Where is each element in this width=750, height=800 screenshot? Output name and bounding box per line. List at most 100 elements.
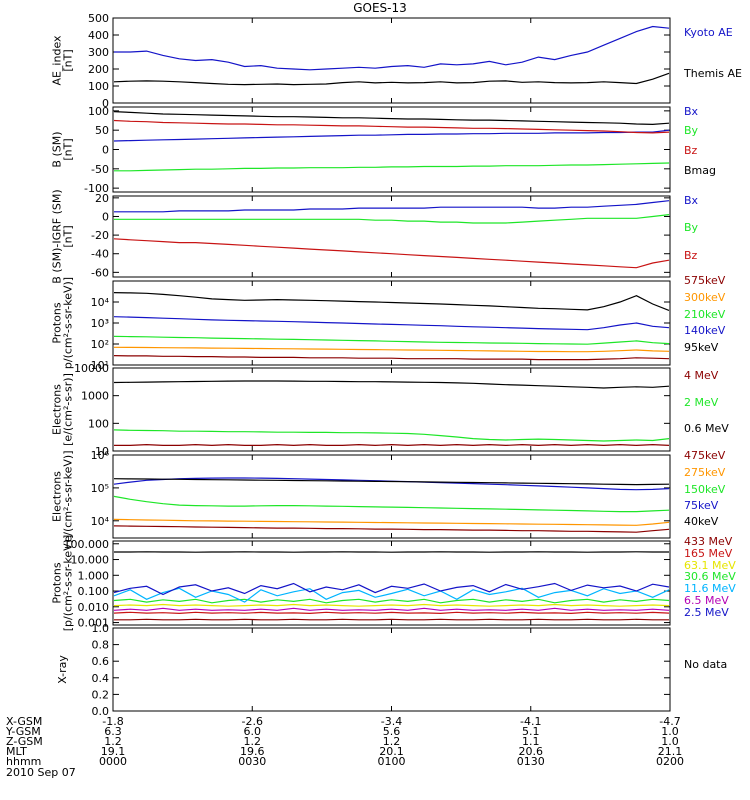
series-line-575kev <box>113 355 670 361</box>
legend-entry: 40keV <box>684 515 719 528</box>
panel-1: 0 100 200 300 400 500 AE_index[nT] Kyoto AE Them… <box>51 12 742 110</box>
legend-entry: 63.1 MeV <box>684 559 736 572</box>
legend-entry: 210keV <box>684 308 726 321</box>
series-line-bz <box>113 119 670 134</box>
date-label: 2010 Sep 07 <box>6 766 76 779</box>
y-axis-label: B (SM) <box>51 131 64 167</box>
legend-entry: 140keV <box>684 324 726 337</box>
series-line-165-mev <box>113 611 670 615</box>
y-tick-label: 0 <box>102 97 109 110</box>
legend-entry: By <box>684 221 699 234</box>
x-axis-value: 1.1 <box>522 735 540 748</box>
legend-entry: 300keV <box>684 291 726 304</box>
y-tick-label: 10⁵ <box>91 482 109 495</box>
legend-entry: 165 MeV <box>684 547 733 560</box>
x-axis-value: 1.2 <box>104 735 122 748</box>
y-tick-label: 1.000 <box>78 569 110 582</box>
legend-entry: 11.6 MeV <box>684 582 736 595</box>
x-axis-value: 20.6 <box>519 745 544 758</box>
x-axis-value: -3.4 <box>381 715 402 728</box>
series-line-4-mev <box>114 443 670 447</box>
y-tick-label: 10000 <box>74 362 109 375</box>
y-tick-label: 300 <box>88 46 109 59</box>
series-line-bmag <box>113 111 670 126</box>
legend-entry: 2 MeV <box>684 396 719 409</box>
legend-entry: 150keV <box>684 483 726 496</box>
x-axis-row-label: MLT <box>6 745 27 758</box>
legend-entry: Bmag <box>684 164 716 177</box>
series-line-by <box>114 162 670 172</box>
legend-entry: 475keV <box>684 449 726 462</box>
x-axis-value: -4.7 <box>659 715 680 728</box>
x-axis-value: 0000 <box>99 755 127 768</box>
series-line-475kev <box>113 525 670 533</box>
panel-7: 0.001 0.010 0.100 1.000 10.000 100.000Protons… <box>51 535 737 632</box>
y-axis-label: Protons <box>51 562 64 603</box>
y-tick-label: 20 <box>95 192 109 205</box>
y-tick-label: -100 <box>84 182 109 195</box>
y-tick-label: 10⁴ <box>91 515 110 528</box>
y-tick-label: 400 <box>88 29 109 42</box>
legend-entry: Bx <box>684 194 699 207</box>
x-axis-value: 0030 <box>238 755 266 768</box>
y-tick-label: 200 <box>88 63 109 76</box>
y-tick-label: 0 <box>102 210 109 223</box>
panel-3: -60 -40 -20 0 20 B (SM)-IGRF (SM)[nT] Bx By Bz <box>51 189 699 283</box>
x-axis-value: 21.1 <box>658 745 683 758</box>
no-data-label: No data <box>684 658 727 671</box>
legend-entry: 275keV <box>684 466 726 479</box>
legend-entry: 2.5 MeV <box>684 606 729 619</box>
series-line-140kev <box>113 316 670 331</box>
y-axis-label: [p/(cm²-s-sr-keV)] <box>62 535 75 632</box>
x-axis-row-label: Y-GSM <box>5 725 41 738</box>
series-line-2-5-mev <box>113 582 670 596</box>
y-tick-label: -60 <box>91 266 109 279</box>
y-tick-label: 1.0 <box>92 622 110 635</box>
y-axis-label: Electrons <box>51 384 64 435</box>
series-line-bx <box>114 200 670 213</box>
x-axis-value: 0130 <box>517 755 545 768</box>
series-line-30-6-mev <box>113 598 670 604</box>
x-axis-value: 1.2 <box>383 735 401 748</box>
figure-title: GOES-13 <box>353 1 407 15</box>
y-tick-label: 0.010 <box>78 601 110 614</box>
legend-entry: 0.6 MeV <box>684 422 729 435</box>
y-tick-label: 500 <box>88 12 109 25</box>
legend-entry: Themis AE <box>683 67 742 80</box>
x-axis-value: 1.0 <box>661 725 679 738</box>
y-tick-label: -20 <box>91 229 109 242</box>
series-line-63-1-mev <box>113 603 670 607</box>
legend-entry: 575keV <box>684 274 726 287</box>
x-axis-value: 5.1 <box>522 725 540 738</box>
series-line-275kev <box>113 518 670 526</box>
y-tick-label: 10⁶ <box>91 449 110 462</box>
series-line-6-5-mev <box>113 607 670 611</box>
y-tick-label: 10.000 <box>71 554 110 567</box>
y-tick-label: 10 <box>95 445 109 458</box>
y-tick-label: 100.000 <box>64 538 110 551</box>
legend-entry: By <box>684 124 699 137</box>
series-line-bz <box>113 238 670 269</box>
x-axis-row-label: hhmm <box>6 755 41 768</box>
y-tick-label: 0.2 <box>92 688 110 701</box>
series-line-11-6-mev <box>113 587 670 603</box>
y-axis-label: [e/(cm²-s-sr)] <box>62 373 75 446</box>
x-axis-value: 1.0 <box>661 735 679 748</box>
panel-frame <box>112 454 671 539</box>
y-tick-label: 10³ <box>91 317 109 330</box>
y-axis-label: Protons <box>51 302 64 343</box>
series-line-by <box>114 214 670 224</box>
legend-entry: Bz <box>684 249 698 262</box>
y-tick-label: 0.6 <box>92 655 110 668</box>
legend-entry: Bz <box>684 144 698 157</box>
y-tick-label: 0.8 <box>92 639 110 652</box>
panel-frame <box>112 627 671 712</box>
y-axis-label: Electrons <box>51 471 64 522</box>
legend-entry: 6.5 MeV <box>684 594 729 607</box>
series-line-40kev <box>113 478 670 486</box>
y-tick-label: 0.0 <box>92 705 110 718</box>
panel-frame <box>112 280 671 366</box>
y-axis-label: AE_index <box>51 35 64 86</box>
